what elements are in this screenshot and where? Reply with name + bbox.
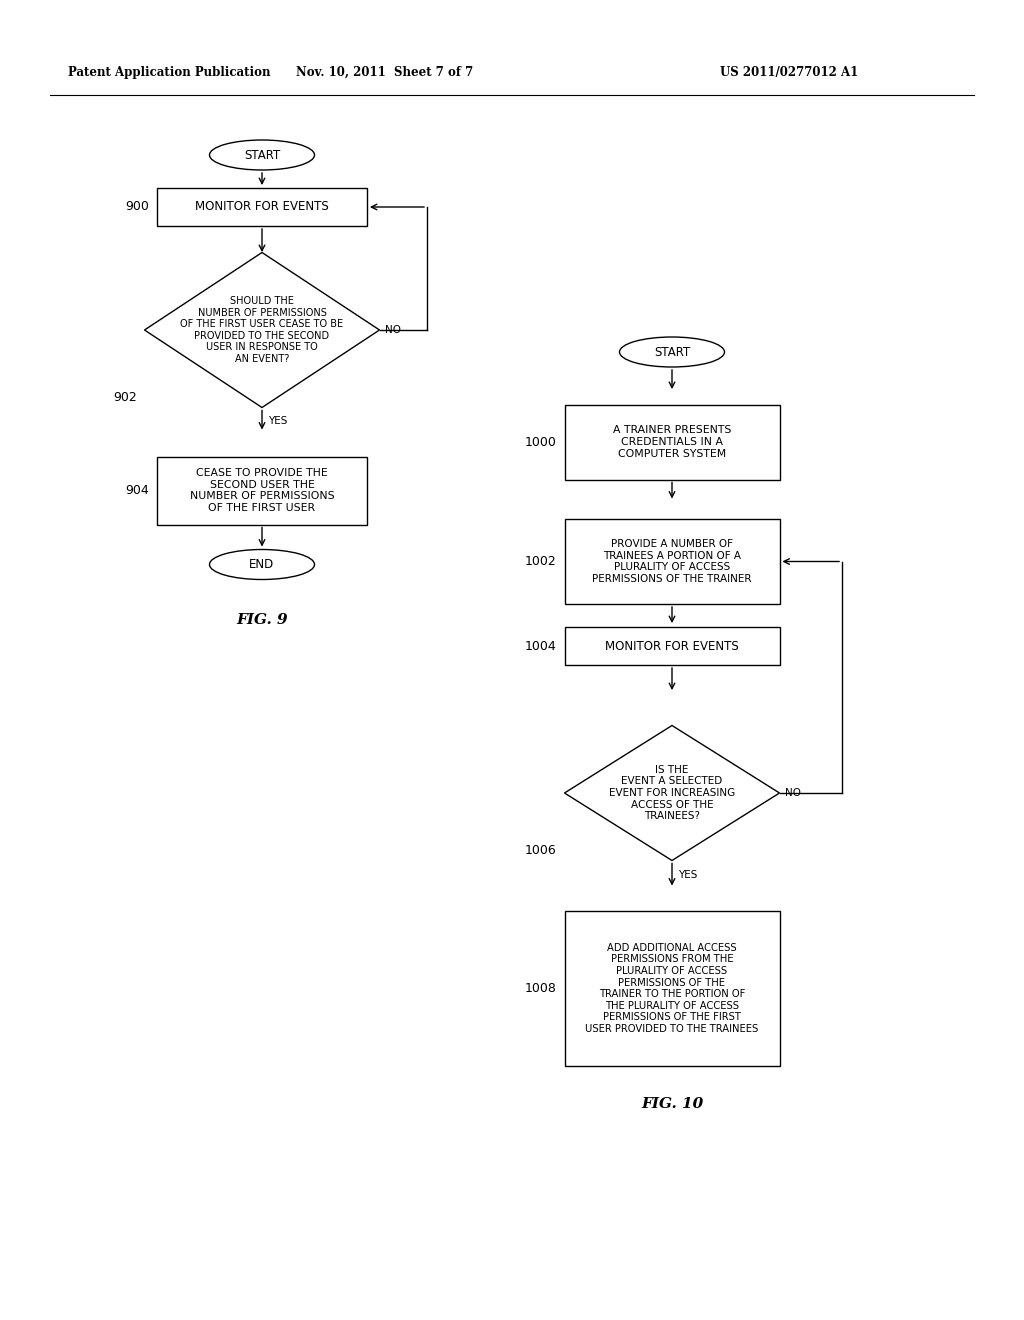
Ellipse shape bbox=[210, 549, 314, 579]
Text: 1004: 1004 bbox=[524, 639, 556, 652]
FancyBboxPatch shape bbox=[564, 519, 779, 605]
Text: NO: NO bbox=[384, 325, 400, 335]
FancyBboxPatch shape bbox=[157, 187, 367, 226]
Text: 900: 900 bbox=[125, 201, 150, 214]
Text: START: START bbox=[244, 149, 281, 161]
Text: 1006: 1006 bbox=[524, 843, 556, 857]
Text: MONITOR FOR EVENTS: MONITOR FOR EVENTS bbox=[196, 201, 329, 214]
Text: CEASE TO PROVIDE THE
SECOND USER THE
NUMBER OF PERMISSIONS
OF THE FIRST USER: CEASE TO PROVIDE THE SECOND USER THE NUM… bbox=[189, 469, 334, 513]
Text: YES: YES bbox=[678, 870, 697, 879]
FancyBboxPatch shape bbox=[564, 404, 779, 479]
Polygon shape bbox=[144, 252, 380, 408]
Text: END: END bbox=[250, 558, 274, 572]
Text: 1002: 1002 bbox=[524, 554, 556, 568]
Text: 1000: 1000 bbox=[524, 436, 556, 449]
Ellipse shape bbox=[210, 140, 314, 170]
Text: FIG. 10: FIG. 10 bbox=[641, 1097, 703, 1111]
Text: YES: YES bbox=[268, 416, 288, 425]
Ellipse shape bbox=[620, 337, 725, 367]
FancyBboxPatch shape bbox=[564, 911, 779, 1067]
Text: US 2011/0277012 A1: US 2011/0277012 A1 bbox=[720, 66, 858, 78]
Text: IS THE
EVENT A SELECTED
EVENT FOR INCREASING
ACCESS OF THE
TRAINEES?: IS THE EVENT A SELECTED EVENT FOR INCREA… bbox=[609, 764, 735, 821]
Text: START: START bbox=[654, 346, 690, 359]
Text: FIG. 9: FIG. 9 bbox=[237, 612, 288, 627]
FancyBboxPatch shape bbox=[157, 457, 367, 524]
Text: 1008: 1008 bbox=[524, 982, 556, 995]
FancyBboxPatch shape bbox=[564, 627, 779, 665]
Text: NO: NO bbox=[784, 788, 801, 799]
Polygon shape bbox=[564, 726, 779, 861]
Text: SHOULD THE
NUMBER OF PERMISSIONS
OF THE FIRST USER CEASE TO BE
PROVIDED TO THE S: SHOULD THE NUMBER OF PERMISSIONS OF THE … bbox=[180, 296, 344, 364]
Text: PROVIDE A NUMBER OF
TRAINEES A PORTION OF A
PLURALITY OF ACCESS
PERMISSIONS OF T: PROVIDE A NUMBER OF TRAINEES A PORTION O… bbox=[592, 539, 752, 583]
Text: A TRAINER PRESENTS
CREDENTIALS IN A
COMPUTER SYSTEM: A TRAINER PRESENTS CREDENTIALS IN A COMP… bbox=[612, 425, 731, 458]
Text: 904: 904 bbox=[125, 484, 150, 498]
Text: 902: 902 bbox=[113, 391, 136, 404]
Text: Patent Application Publication: Patent Application Publication bbox=[68, 66, 270, 78]
Text: Nov. 10, 2011  Sheet 7 of 7: Nov. 10, 2011 Sheet 7 of 7 bbox=[296, 66, 474, 78]
Text: MONITOR FOR EVENTS: MONITOR FOR EVENTS bbox=[605, 639, 739, 652]
Text: ADD ADDITIONAL ACCESS
PERMISSIONS FROM THE
PLURALITY OF ACCESS
PERMISSIONS OF TH: ADD ADDITIONAL ACCESS PERMISSIONS FROM T… bbox=[586, 942, 759, 1034]
